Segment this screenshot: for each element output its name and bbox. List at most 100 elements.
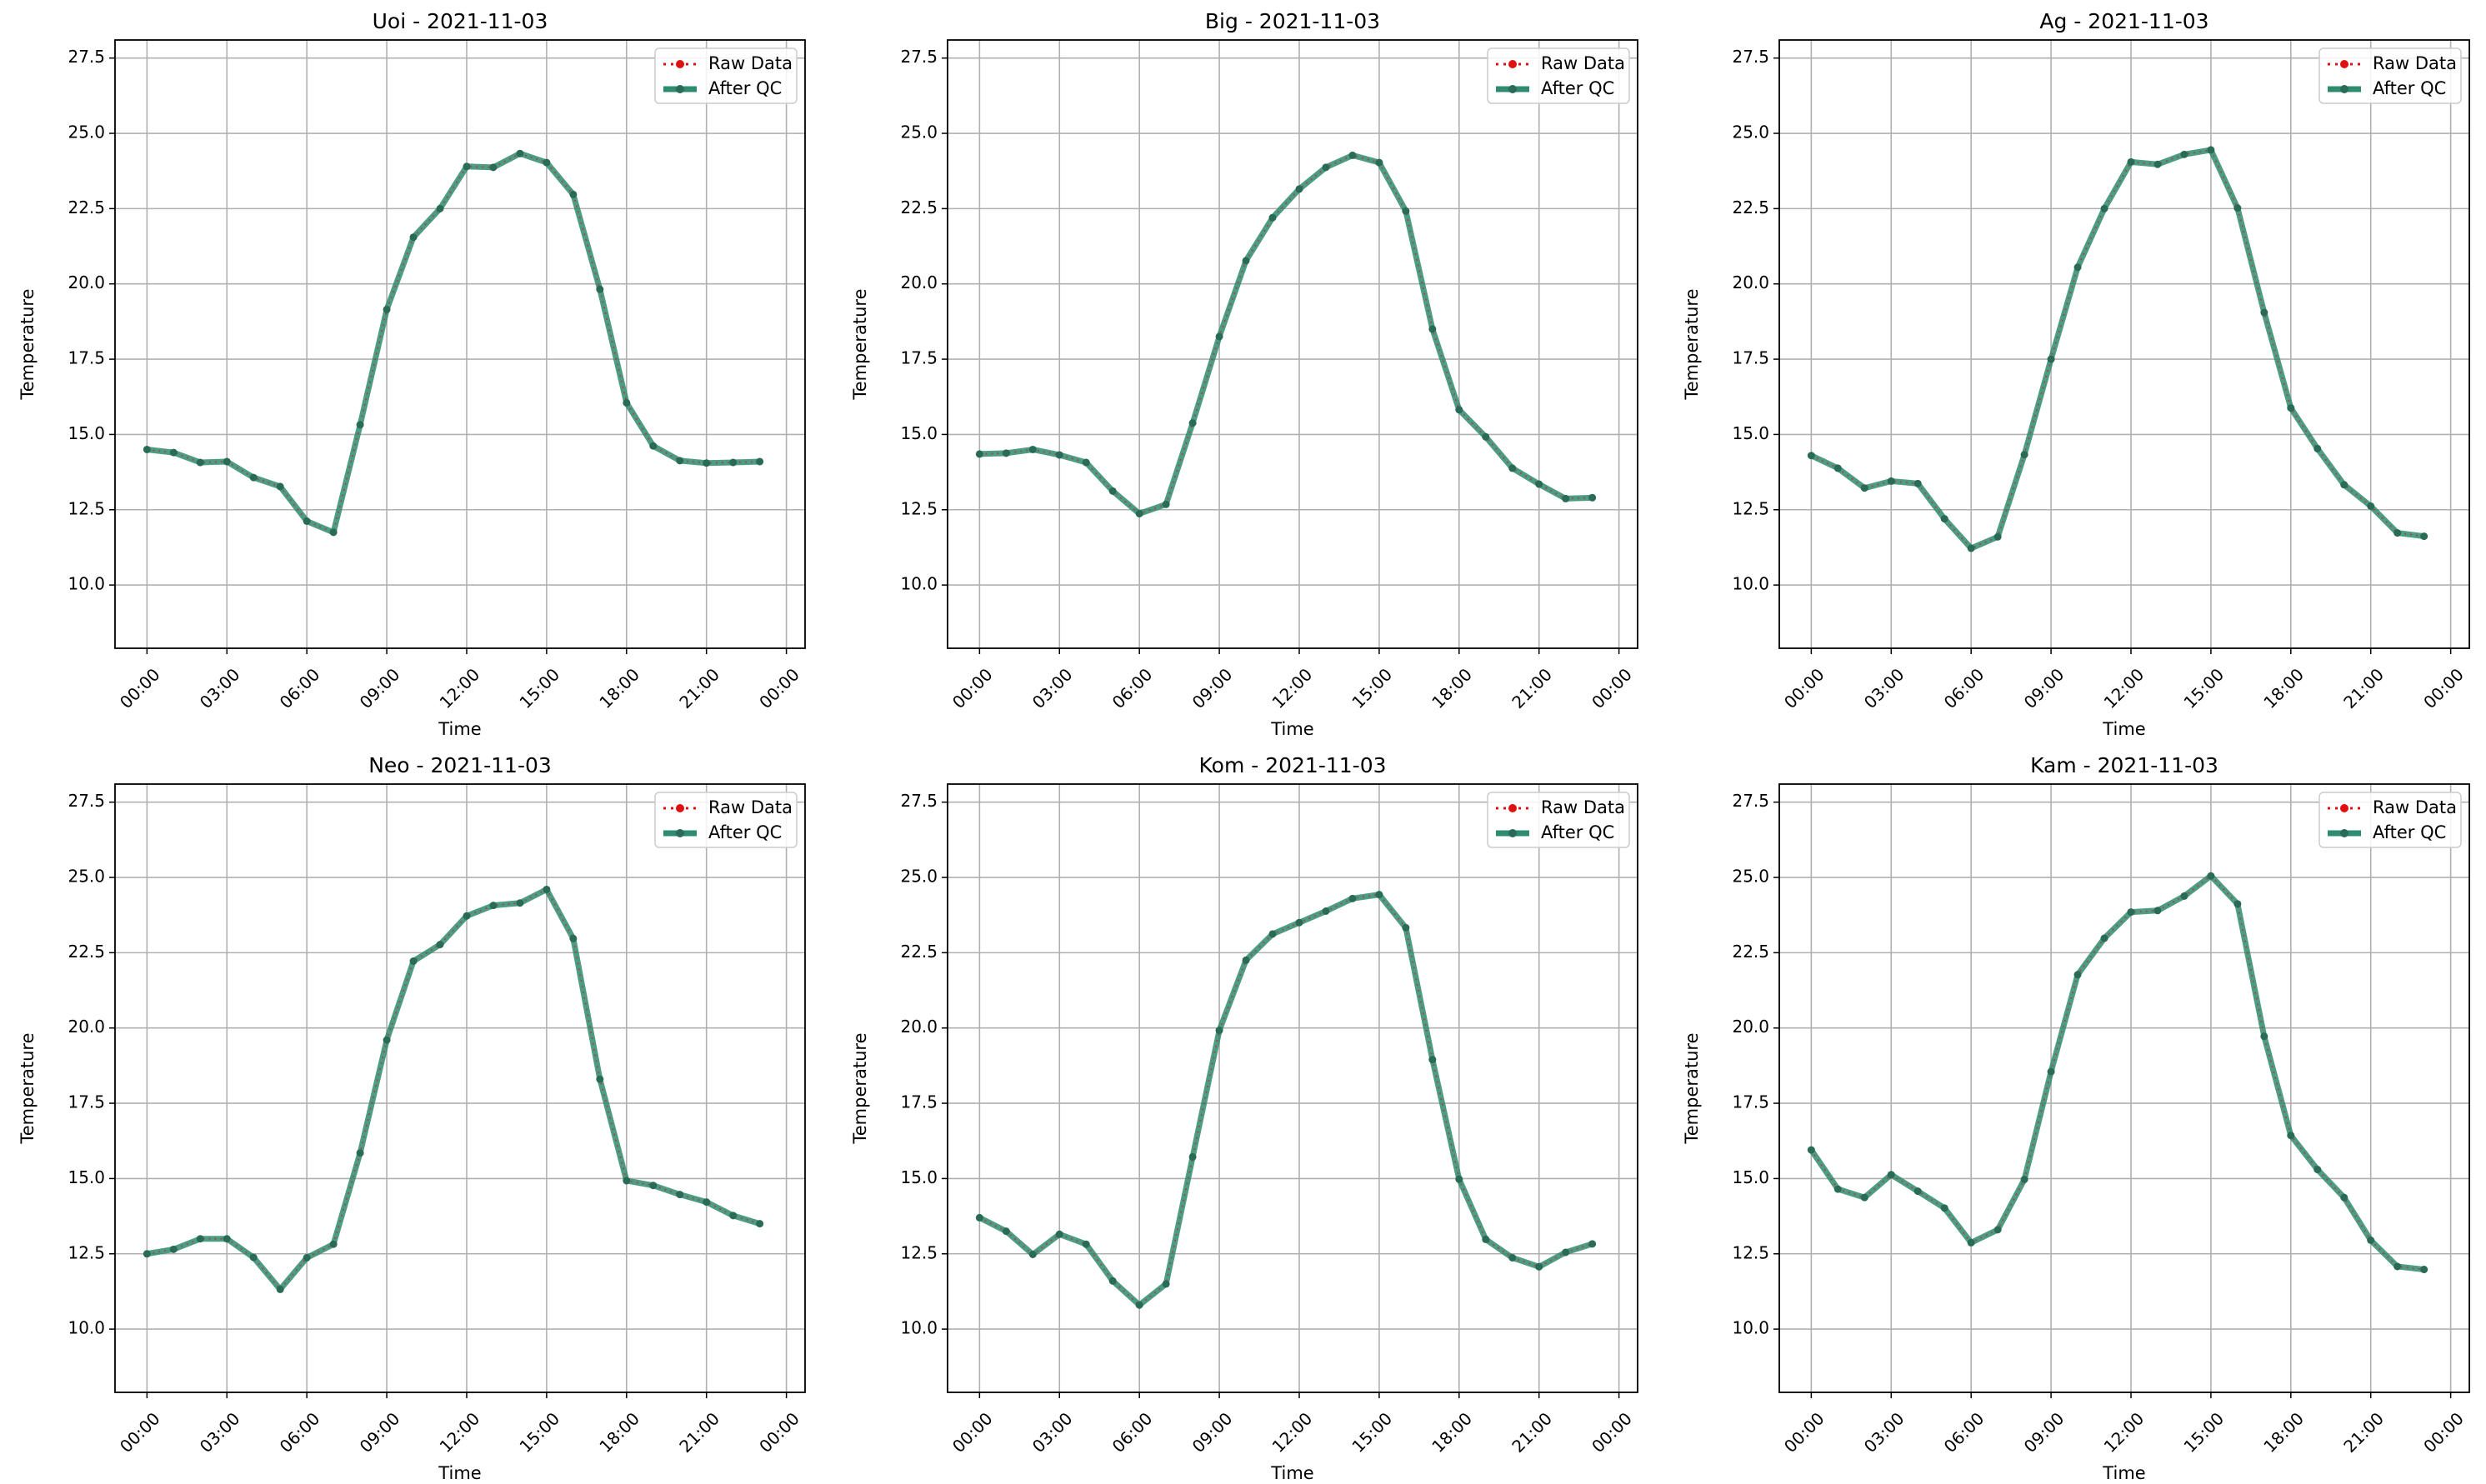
y-tick-label: 10.0: [68, 1318, 105, 1338]
plot-title: Kom - 2021-11-03: [1199, 753, 1387, 777]
data-point: [596, 1075, 604, 1083]
data-point: [249, 473, 258, 482]
data-point: [2207, 146, 2215, 154]
data-point: [756, 457, 764, 466]
data-point: [1967, 1238, 1975, 1247]
data-point: [303, 1253, 311, 1262]
data-point: [409, 957, 418, 965]
y-tick-label: 22.5: [68, 942, 105, 962]
data-point: [1348, 151, 1357, 159]
series-line-raw-data: [1810, 874, 2424, 1271]
y-tick-label: 10.0: [1732, 1318, 1769, 1338]
data-point: [1482, 1235, 1490, 1243]
data-point: [1588, 1240, 1597, 1248]
y-tick-label: 20.0: [68, 1017, 105, 1037]
legend-marker-after-qc: [1508, 85, 1517, 93]
data-point: [1887, 477, 1895, 485]
data-point: [703, 459, 711, 467]
plot-frame: [947, 783, 1638, 1393]
x-axis-label: Time: [438, 1463, 481, 1483]
data-point: [1967, 544, 1975, 552]
y-tick-label: 20.0: [900, 272, 938, 292]
data-point: [383, 1036, 391, 1044]
y-tick-label: 15.0: [900, 423, 938, 443]
data-point: [543, 158, 551, 167]
data-point: [2073, 971, 2082, 979]
data-point: [1375, 158, 1383, 167]
y-tick-label: 12.5: [68, 1242, 105, 1262]
y-axis-label: Temperature: [850, 288, 870, 400]
legend-marker-after-qc: [2340, 85, 2348, 93]
data-point: [1535, 1262, 1543, 1271]
data-point: [1455, 1175, 1463, 1183]
data-point: [756, 1220, 764, 1228]
y-tick-label: 17.5: [900, 348, 938, 368]
x-axis-label: Time: [2102, 719, 2145, 739]
legend: Raw Data After QC: [654, 792, 798, 848]
data-point: [569, 934, 578, 942]
plot-title: Big - 2021-11-03: [1205, 9, 1380, 33]
data-point: [649, 442, 658, 450]
data-point: [676, 1191, 684, 1199]
data-point: [2233, 900, 2242, 908]
data-point: [1482, 432, 1490, 441]
legend-label-after-qc: After QC: [1541, 78, 1614, 98]
data-point: [2047, 355, 2055, 363]
y-tick-label: 20.0: [900, 1017, 938, 1037]
data-point: [1940, 515, 1948, 523]
legend-label-after-qc: After QC: [2373, 822, 2446, 842]
legend-marker-raw-data: [676, 60, 684, 68]
x-axis-label: Time: [2102, 1463, 2145, 1483]
legend-label-after-qc: After QC: [708, 78, 782, 98]
data-point: [1108, 487, 1117, 495]
legend-label-raw-data: Raw Data: [708, 797, 793, 817]
data-point: [1588, 493, 1597, 502]
data-point: [1508, 464, 1517, 472]
data-point: [2420, 1266, 2428, 1274]
series-line-raw-data: [979, 154, 1593, 515]
data-point: [2153, 160, 2162, 168]
data-point: [2100, 204, 2108, 212]
y-tick-label: 12.5: [1732, 498, 1769, 518]
data-point: [1807, 1146, 1815, 1154]
data-point: [2313, 444, 2322, 452]
grid: [115, 40, 805, 648]
data-point: [1428, 1056, 1437, 1064]
data-point: [623, 398, 631, 407]
y-axis-label: Temperature: [1682, 288, 1702, 400]
series-line-raw-data: [147, 152, 760, 534]
data-point: [1215, 332, 1223, 341]
plot-frame: [1778, 39, 2470, 649]
data-point: [1428, 325, 1437, 333]
data-point: [2260, 1032, 2268, 1041]
data-point: [2073, 263, 2082, 272]
data-point: [1562, 1248, 1570, 1257]
legend: Raw Data After QC: [654, 47, 798, 104]
legend-label-after-qc: After QC: [708, 822, 782, 842]
data-point: [356, 1149, 364, 1157]
y-tick-label: 27.5: [68, 47, 105, 67]
data-point: [463, 162, 471, 171]
data-point: [1887, 1171, 1895, 1179]
plot-title: Neo - 2021-11-03: [368, 753, 552, 777]
data-point: [169, 1245, 178, 1253]
data-point: [1535, 480, 1543, 488]
x-axis-label: Time: [1270, 719, 1313, 739]
y-axis-label: Temperature: [1682, 1032, 1702, 1144]
data-point: [1402, 207, 1410, 215]
legend-marker-after-qc: [1508, 829, 1517, 837]
data-point: [729, 1212, 738, 1220]
data-point: [143, 445, 151, 453]
data-point: [276, 1285, 284, 1293]
data-point: [1993, 532, 2002, 541]
data-point: [2340, 1193, 2348, 1202]
data-point: [2260, 308, 2268, 317]
data-point: [1562, 494, 1570, 502]
y-tick-label: 22.5: [68, 197, 105, 217]
plot-title: Kam - 2021-11-03: [2030, 753, 2218, 777]
data-point: [1002, 449, 1010, 457]
data-point: [489, 902, 498, 910]
grid: [948, 784, 1638, 1392]
